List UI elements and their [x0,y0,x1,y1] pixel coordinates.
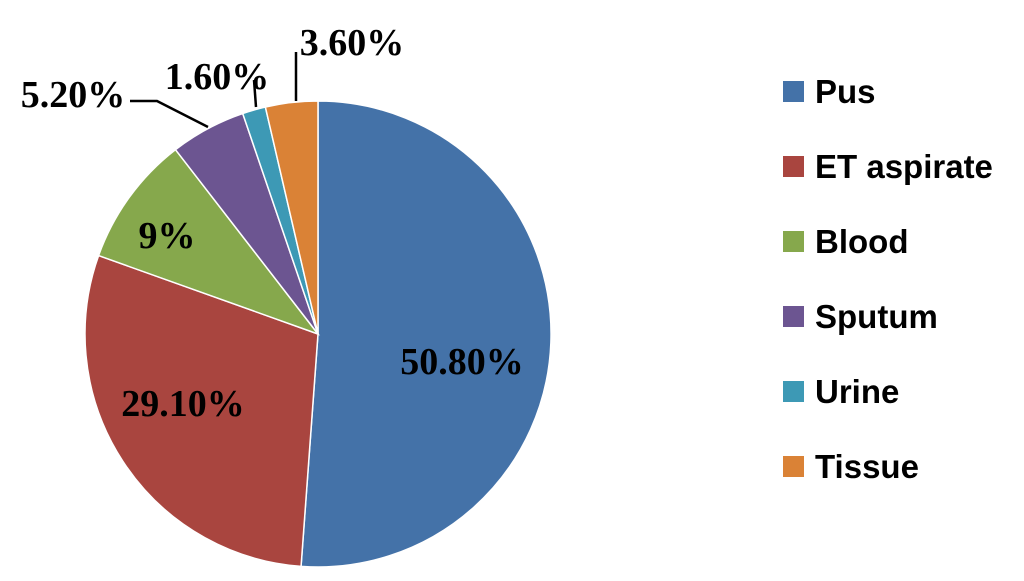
legend-swatch-et-aspirate [783,156,804,177]
leader-lines [130,52,298,129]
legend-item-pus: Pus [783,73,876,110]
leader-line-sputum [130,99,209,129]
legend-label-et-aspirate: ET aspirate [815,148,993,185]
data-label-urine: 1.60% [165,56,270,98]
pie-slice-pus [300,100,552,568]
pie-slice-blood [97,148,321,336]
legend-swatch-blood [783,231,804,252]
legend-item-blood: Blood [783,223,908,260]
legend-item-tissue: Tissue [783,448,919,485]
legend-swatch-urine [783,381,804,402]
legend-item-sputum: Sputum [783,298,938,335]
legend-item-et-aspirate: ET aspirate [783,148,993,185]
data-label-tissue: 3.60% [300,22,405,64]
data-label-pus: 50.80% [400,341,524,383]
data-labels: 50.80% 29.10% 9% 5.20% 1.60% 3.60% [21,22,524,425]
pie-slices [84,100,552,568]
pie-slice-tissue [264,100,319,335]
data-label-et-aspirate: 29.10% [121,383,245,425]
data-label-sputum: 5.20% [21,74,126,116]
leader-line-urine [252,79,258,108]
legend-label-pus: Pus [815,73,876,110]
legend-label-sputum: Sputum [815,298,938,335]
pie-slice-et-aspirate [84,254,319,568]
legend-label-tissue: Tissue [815,448,919,485]
data-label-blood: 9% [139,215,196,257]
legend-swatch-tissue [783,456,804,477]
legend-label-blood: Blood [815,223,908,260]
legend-swatch-pus [783,81,804,102]
legend: Pus ET aspirate Blood Sputum Urine Tissue [783,73,993,485]
legend-swatch-sputum [783,306,804,327]
legend-item-urine: Urine [783,373,899,410]
legend-label-urine: Urine [815,373,899,410]
